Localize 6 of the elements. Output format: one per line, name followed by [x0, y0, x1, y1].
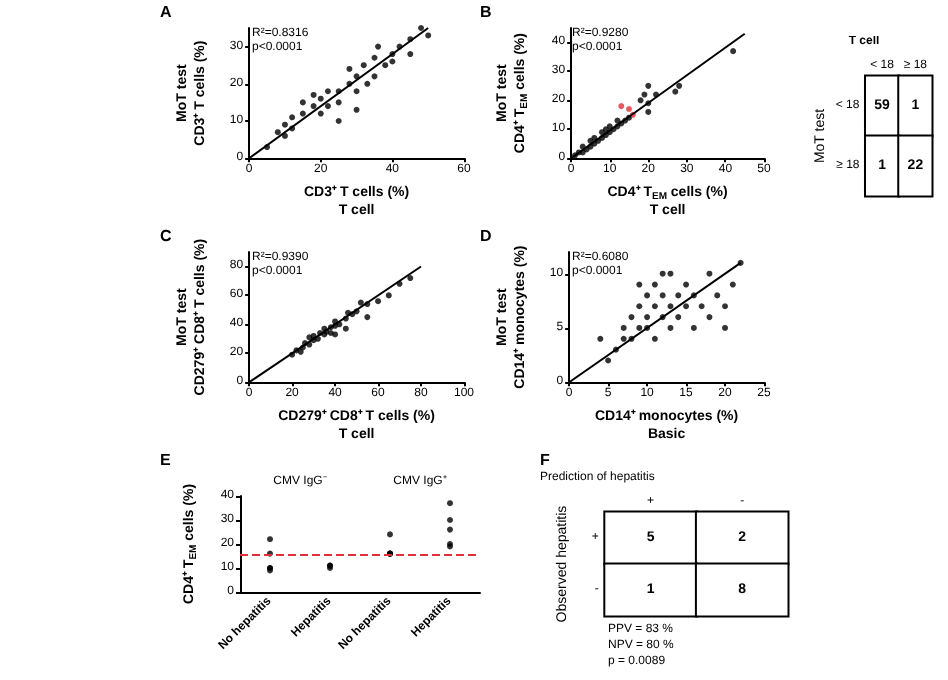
chart-title: C: [160, 227, 172, 245]
chart-title: D: [480, 227, 492, 245]
chart-title: A: [160, 3, 172, 21]
chart-title: E: [160, 451, 172, 469]
chart-title: B: [480, 3, 492, 21]
chart-title: F: [540, 451, 550, 469]
